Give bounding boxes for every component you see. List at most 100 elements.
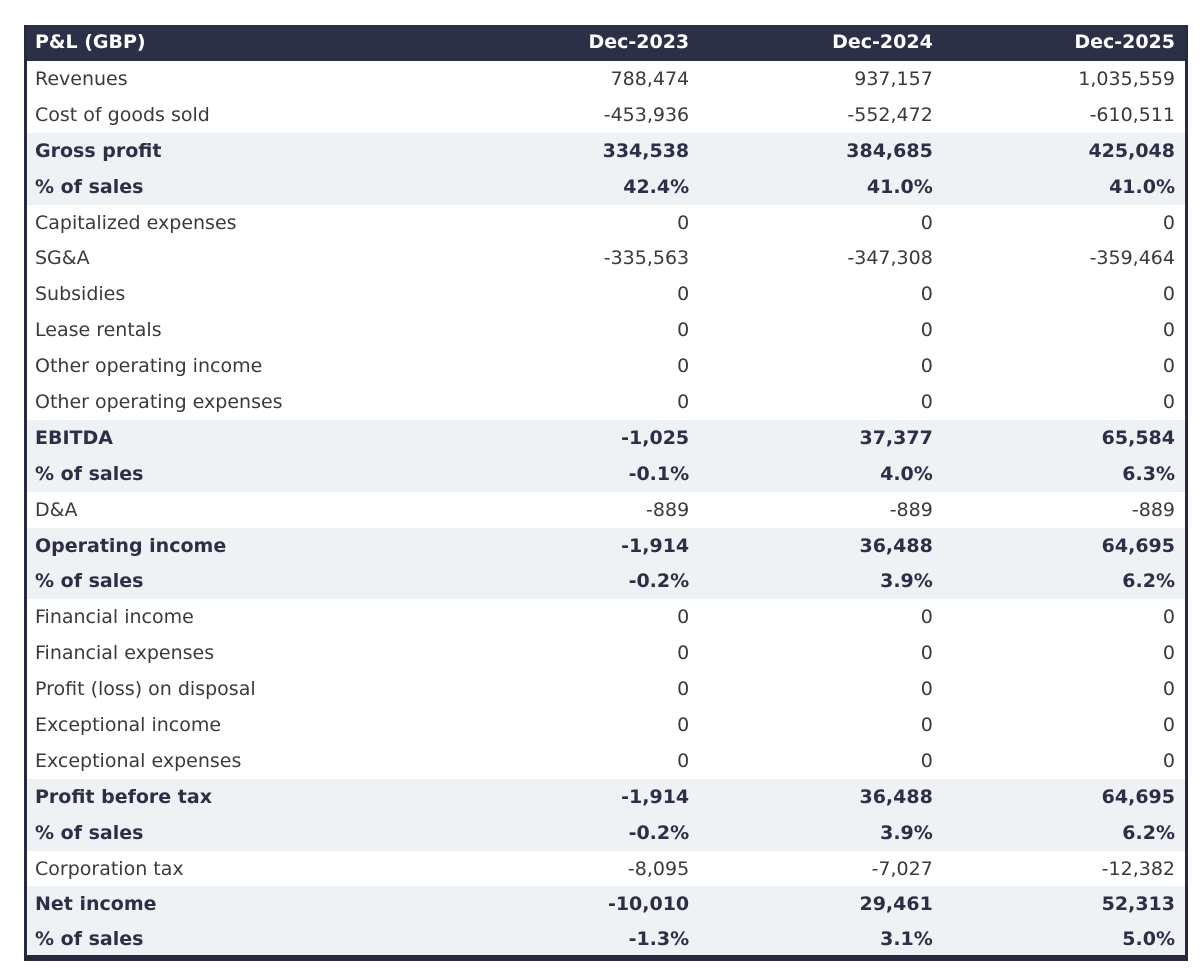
table-row: Profit (loss) on disposal 0 0 0 xyxy=(26,671,1187,707)
cell-value: 4.0% xyxy=(699,455,943,492)
cell-value: -12,382 xyxy=(1101,857,1175,880)
cell-value: 0 xyxy=(920,749,933,772)
cell-value: 0 xyxy=(920,713,933,736)
column-header-dec-2024: Dec-2024 xyxy=(699,25,943,61)
cell-value: 41.0% xyxy=(942,168,1187,205)
pnl-statement-table: P&L (GBP) Dec-2023 Dec-2024 Dec-2025 Rev… xyxy=(24,25,1188,962)
cell-value: 36,488 xyxy=(699,527,943,564)
cell-value: 6.2% xyxy=(942,563,1187,600)
cell-value: -335,563 xyxy=(603,247,690,270)
cell-value: 37,377 xyxy=(699,419,943,456)
table-row: Operating income -1,914 36,488 64,695 xyxy=(25,527,1187,564)
cell-value: 0 xyxy=(1162,319,1175,342)
cell-value: 334,538 xyxy=(455,132,700,169)
cell-value: 0 xyxy=(920,606,933,629)
cell-value: 0 xyxy=(1162,642,1175,665)
table-row: Exceptional expenses 0 0 0 xyxy=(26,743,1187,779)
row-label: Other operating income xyxy=(35,355,263,378)
cell-value: 0 xyxy=(677,211,690,234)
cell-value: 384,685 xyxy=(699,132,943,169)
table-row: D&A -889 -889 -889 xyxy=(26,492,1187,528)
table-body: Revenues 788,474 937,157 1,035,559 Cost … xyxy=(25,61,1187,959)
table-title: P&L (GBP) xyxy=(25,25,456,61)
table-row: Financial expenses 0 0 0 xyxy=(26,635,1187,671)
cell-value: 788,474 xyxy=(610,67,690,90)
cell-value: 0 xyxy=(1162,355,1175,378)
cell-value: 64,695 xyxy=(942,778,1187,815)
row-label: Operating income xyxy=(25,527,456,564)
cell-value: 0 xyxy=(677,606,690,629)
cell-value: -0.1% xyxy=(455,455,700,492)
cell-value: 0 xyxy=(677,713,690,736)
row-label: Profit before tax xyxy=(25,778,456,815)
table-row: Gross profit 334,538 384,685 425,048 xyxy=(25,132,1187,169)
row-label: Net income xyxy=(25,886,456,923)
cell-value: 1,035,559 xyxy=(1078,67,1175,90)
cell-value: 0 xyxy=(1162,390,1175,413)
table-row: Other operating income 0 0 0 xyxy=(26,348,1187,384)
row-label: EBITDA xyxy=(25,419,456,456)
cell-value: -453,936 xyxy=(603,103,690,126)
row-label: Subsidies xyxy=(35,283,126,306)
row-label: Financial expenses xyxy=(35,642,215,665)
table-row: SG&A -335,563 -347,308 -359,464 xyxy=(26,240,1187,276)
table-row: Subsidies 0 0 0 xyxy=(26,276,1187,312)
table-row: EBITDA -1,025 37,377 65,584 xyxy=(25,419,1187,456)
cell-value: 0 xyxy=(677,390,690,413)
table-row: % of sales 42.4% 41.0% 41.0% xyxy=(25,168,1187,205)
row-label: Corporation tax xyxy=(35,857,184,880)
cell-value: 0 xyxy=(677,678,690,701)
row-label: % of sales xyxy=(25,563,456,600)
cell-value: 425,048 xyxy=(942,132,1187,169)
cell-value: 0 xyxy=(920,319,933,342)
table-row: % of sales -1.3% 3.1% 5.0% xyxy=(25,922,1187,959)
table-row: Corporation tax -8,095 -7,027 -12,382 xyxy=(26,851,1187,887)
table-row: % of sales -0.1% 4.0% 6.3% xyxy=(25,455,1187,492)
table-row: Other operating expenses 0 0 0 xyxy=(26,384,1187,420)
cell-value: 6.3% xyxy=(942,455,1187,492)
cell-value: 937,157 xyxy=(854,67,933,90)
header-row: P&L (GBP) Dec-2023 Dec-2024 Dec-2025 xyxy=(25,25,1187,61)
cell-value: 0 xyxy=(920,642,933,665)
row-label: Revenues xyxy=(35,67,128,90)
cell-value: 0 xyxy=(1162,678,1175,701)
cell-value: 0 xyxy=(1162,713,1175,736)
table-row: Profit before tax -1,914 36,488 64,695 xyxy=(25,778,1187,815)
cell-value: -7,027 xyxy=(871,857,933,880)
row-label: % of sales xyxy=(25,455,456,492)
cell-value: -0.2% xyxy=(455,814,700,851)
cell-value: 0 xyxy=(1162,606,1175,629)
row-label: SG&A xyxy=(35,247,90,270)
cell-value: 41.0% xyxy=(699,168,943,205)
row-label: Gross profit xyxy=(25,132,456,169)
cell-value: 0 xyxy=(1162,749,1175,772)
cell-value: -889 xyxy=(646,498,690,521)
cell-value: -610,511 xyxy=(1089,103,1175,126)
cell-value: 0 xyxy=(1162,283,1175,306)
cell-value: -1.3% xyxy=(455,922,700,959)
cell-value: -0.2% xyxy=(455,563,700,600)
table-row: % of sales -0.2% 3.9% 6.2% xyxy=(25,814,1187,851)
table-row: Revenues 788,474 937,157 1,035,559 xyxy=(26,61,1187,97)
row-label: Lease rentals xyxy=(35,319,162,342)
cell-value: 0 xyxy=(920,211,933,234)
cell-value: 3.9% xyxy=(699,814,943,851)
cell-value: 0 xyxy=(1162,211,1175,234)
cell-value: 0 xyxy=(677,319,690,342)
table-row: Cost of goods sold -453,936 -552,472 -61… xyxy=(26,97,1187,133)
column-header-dec-2025: Dec-2025 xyxy=(942,25,1187,61)
cell-value: -889 xyxy=(1131,498,1175,521)
cell-value: 29,461 xyxy=(699,886,943,923)
column-header-dec-2023: Dec-2023 xyxy=(455,25,700,61)
cell-value: -10,010 xyxy=(455,886,700,923)
cell-value: 64,695 xyxy=(942,527,1187,564)
cell-value: 0 xyxy=(920,355,933,378)
cell-value: 0 xyxy=(920,390,933,413)
row-label: % of sales xyxy=(25,814,456,851)
cell-value: 0 xyxy=(677,749,690,772)
row-label: % of sales xyxy=(25,168,456,205)
cell-value: 42.4% xyxy=(455,168,700,205)
cell-value: -1,025 xyxy=(455,419,700,456)
cell-value: -1,914 xyxy=(455,778,700,815)
row-label: Financial income xyxy=(35,606,194,629)
